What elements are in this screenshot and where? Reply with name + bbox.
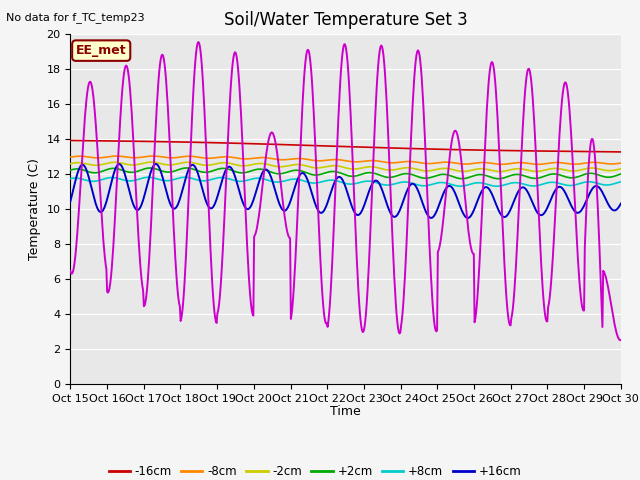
- X-axis label: Time: Time: [330, 405, 361, 418]
- Text: No data for f_TC_temp23: No data for f_TC_temp23: [6, 12, 145, 23]
- Text: EE_met: EE_met: [76, 44, 127, 57]
- Title: Soil/Water Temperature Set 3: Soil/Water Temperature Set 3: [224, 11, 467, 29]
- Y-axis label: Temperature (C): Temperature (C): [28, 158, 41, 260]
